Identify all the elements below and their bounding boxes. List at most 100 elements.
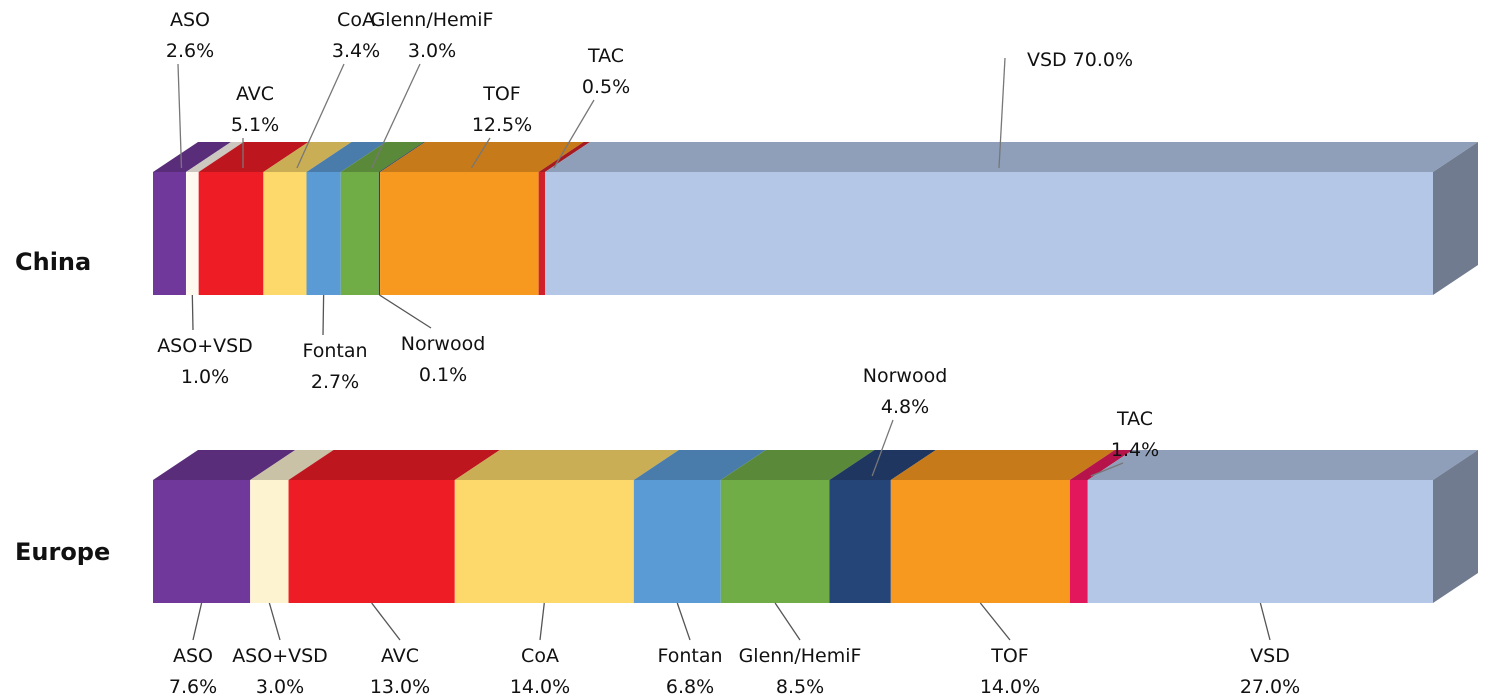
segment-top bbox=[380, 142, 584, 172]
data-label-glenn-hemif: Glenn/HemiF 3.0% bbox=[371, 9, 493, 169]
category-name: TAC bbox=[587, 45, 624, 67]
segment-front bbox=[306, 172, 341, 295]
percent-value: 1.0% bbox=[181, 366, 229, 388]
leader-line bbox=[177, 63, 183, 169]
data-label-norwood: Norwood 4.8% bbox=[863, 365, 948, 477]
segment-top bbox=[288, 450, 500, 480]
percent-value: 3.0% bbox=[408, 40, 456, 62]
segment-top bbox=[250, 450, 334, 480]
segment-front bbox=[340, 172, 379, 295]
segment-top bbox=[1087, 450, 1478, 480]
category-name: CoA bbox=[521, 645, 559, 667]
segment-vsd bbox=[1087, 450, 1478, 603]
leader-line bbox=[774, 602, 801, 641]
segment-top bbox=[378, 142, 426, 172]
segment-top bbox=[306, 142, 386, 172]
segment-front bbox=[544, 172, 1433, 295]
category-name: AVC bbox=[381, 645, 419, 667]
percent-value: 8.5% bbox=[776, 676, 824, 697]
data-label-fontan: Fontan 2.7% bbox=[302, 294, 368, 393]
category-name: CoA bbox=[337, 9, 375, 31]
data-label-vsd: VSD 70.0% bbox=[998, 49, 1133, 169]
percent-value: 13.0% bbox=[370, 676, 430, 697]
percent-value: 6.8% bbox=[666, 676, 714, 697]
percent-value: 2.6% bbox=[166, 40, 214, 62]
percent-value: 3.0% bbox=[256, 676, 304, 697]
category-name: VSD bbox=[1250, 645, 1290, 667]
leader-line bbox=[676, 602, 691, 641]
segment-top bbox=[340, 142, 424, 172]
segment-avc bbox=[198, 142, 309, 295]
data-label-avc: AVC 5.1% bbox=[231, 83, 279, 169]
percent-value: 12.5% bbox=[472, 114, 532, 136]
segment-front bbox=[1087, 480, 1433, 603]
category-name: AVC bbox=[236, 83, 274, 105]
segment-front bbox=[263, 172, 307, 295]
segment-top bbox=[544, 142, 1478, 172]
leader-line bbox=[322, 294, 325, 336]
category-name: Fontan bbox=[302, 340, 367, 362]
leader-line bbox=[553, 99, 595, 169]
data-label-vsd: VSD 27.0% bbox=[1240, 602, 1300, 697]
percent-value: 27.0% bbox=[1240, 676, 1300, 697]
percent-value: 3.4% bbox=[332, 40, 380, 62]
segment-top bbox=[829, 450, 936, 480]
segment-aso bbox=[153, 142, 231, 295]
segment-front bbox=[288, 480, 455, 603]
percent-value: 14.0% bbox=[980, 676, 1040, 697]
percent-value: 14.0% bbox=[510, 676, 570, 697]
data-label-aso: ASO 2.6% bbox=[166, 9, 214, 169]
category-name: TAC bbox=[1116, 408, 1153, 430]
segment-top bbox=[185, 142, 244, 172]
segment-top bbox=[720, 450, 875, 480]
segment-tof bbox=[380, 142, 584, 295]
leader-line bbox=[1259, 602, 1271, 641]
segment-top bbox=[153, 450, 296, 480]
data-label-tac: TAC 0.5% bbox=[553, 45, 630, 169]
segment-front bbox=[538, 172, 545, 295]
category-name: Norwood bbox=[863, 365, 948, 387]
segment-front bbox=[185, 172, 199, 295]
leader-line bbox=[191, 294, 194, 331]
segment-vsd bbox=[544, 142, 1478, 295]
category-name: ASO+VSD bbox=[157, 335, 253, 357]
segment-top bbox=[890, 450, 1115, 480]
percent-value: 5.1% bbox=[231, 114, 279, 136]
segment-avc bbox=[288, 450, 500, 603]
leader-line bbox=[1090, 462, 1124, 477]
segment-top bbox=[1069, 450, 1133, 480]
percent-value: 1.4% bbox=[1111, 439, 1159, 461]
data-label-tac: TAC 1.4% bbox=[1090, 408, 1159, 477]
data-label-norwood: Norwood 0.1% bbox=[379, 294, 485, 386]
leader-line bbox=[296, 63, 345, 169]
leader-line bbox=[539, 602, 545, 641]
segment-front bbox=[153, 172, 186, 295]
category-name: ASO bbox=[170, 9, 210, 31]
segment-top bbox=[633, 450, 766, 480]
segment-aso-vsd bbox=[185, 142, 244, 295]
segment-norwood bbox=[829, 450, 936, 603]
segment-front bbox=[829, 480, 891, 603]
bar-europe bbox=[153, 450, 1478, 603]
leader-line bbox=[371, 63, 421, 169]
segment-top bbox=[198, 142, 309, 172]
segment-front bbox=[153, 480, 251, 603]
category-name: Glenn/HemiF bbox=[739, 645, 862, 667]
segment-tof bbox=[890, 450, 1115, 603]
segment-front bbox=[1069, 480, 1088, 603]
segment-tac bbox=[538, 142, 590, 295]
segment-aso-vsd bbox=[250, 450, 334, 603]
label-text: VSD 70.0% bbox=[1027, 49, 1133, 71]
segment-front bbox=[890, 480, 1070, 603]
segment-glenn-hemif bbox=[340, 142, 424, 295]
leader-line bbox=[268, 602, 281, 641]
segment-front bbox=[198, 172, 264, 295]
percent-value: 7.6% bbox=[169, 676, 217, 697]
data-label-aso-vsd: ASO+VSD 1.0% bbox=[157, 294, 253, 388]
segment-front bbox=[378, 172, 381, 295]
category-name: ASO+VSD bbox=[232, 645, 328, 667]
segment-top bbox=[153, 142, 231, 172]
bar-end-side bbox=[1433, 450, 1478, 603]
segment-front bbox=[633, 480, 721, 603]
